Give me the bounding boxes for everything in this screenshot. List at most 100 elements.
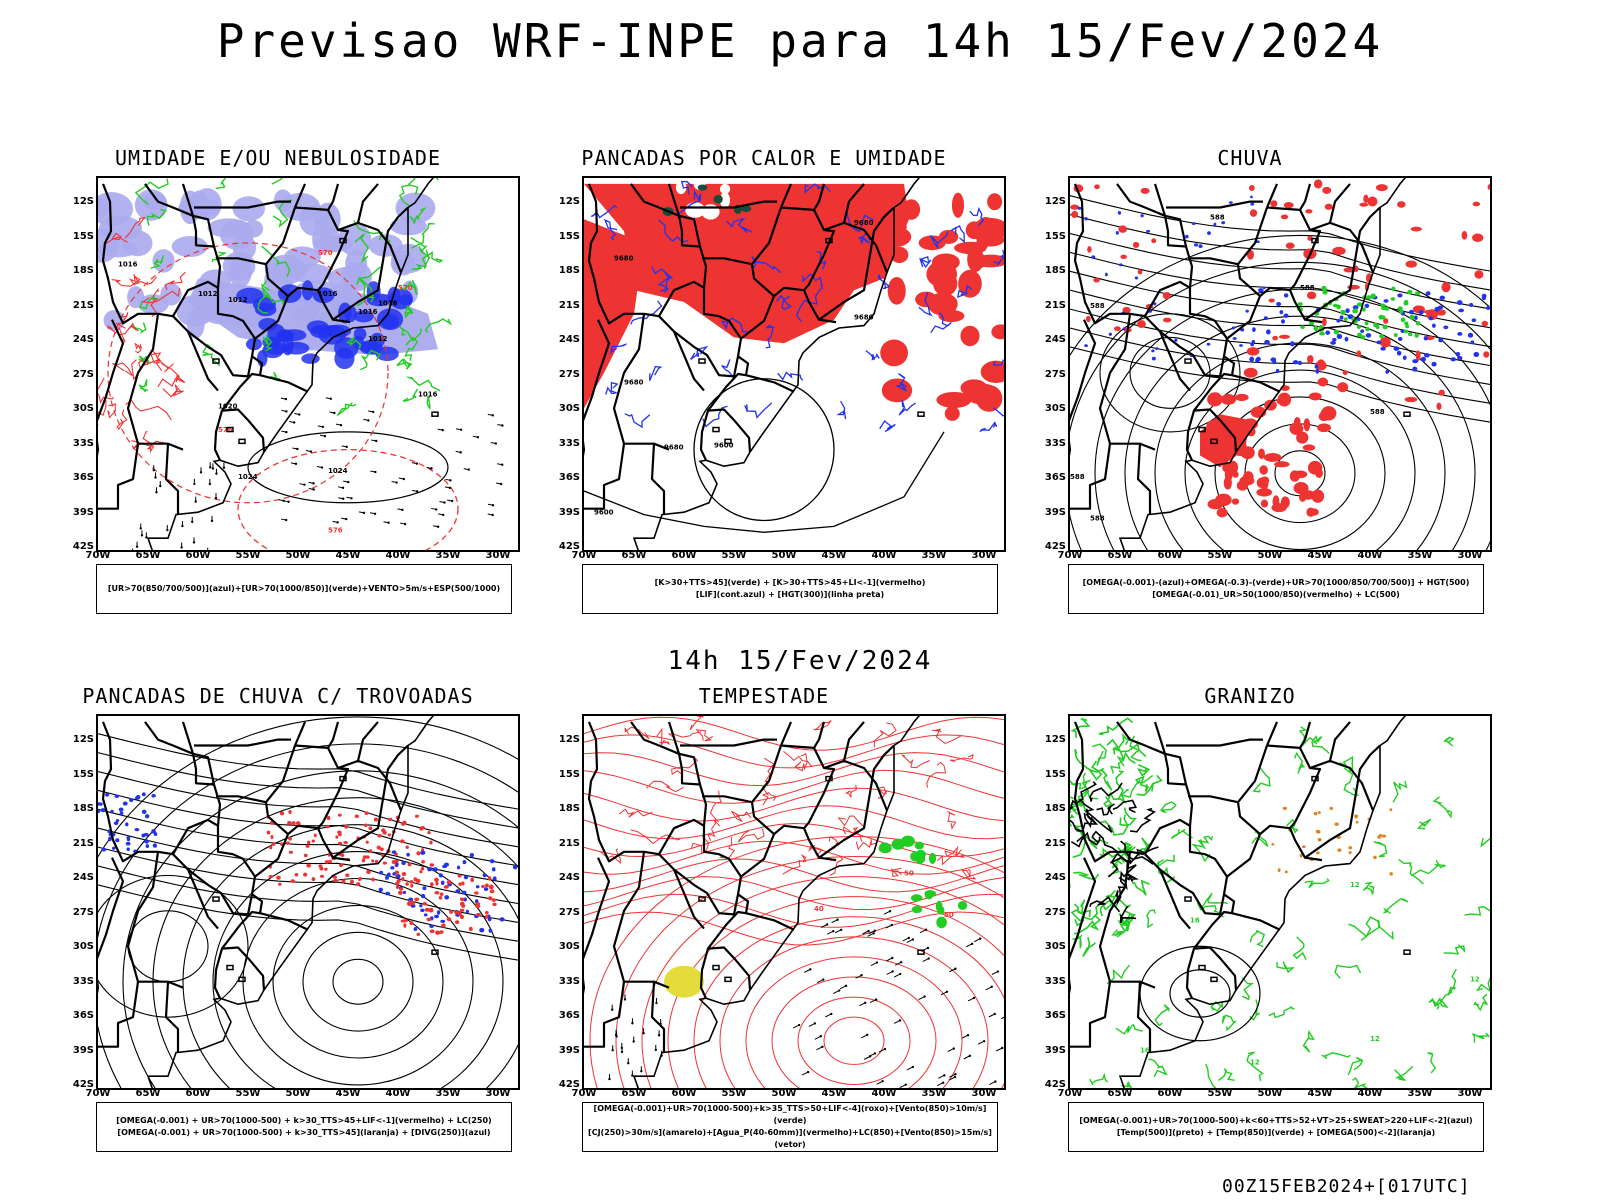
lon-tick-label: 55W — [235, 550, 261, 561]
panel-calor: PANCADAS POR CALOR E UMIDADE 9680 9680 9680… — [534, 146, 1006, 626]
panel-title: UMIDADE E/OU NEBULOSIDADE — [114, 146, 442, 170]
lat-tick-label: 39S — [558, 506, 580, 518]
lon-tick-label: 60W — [671, 1088, 697, 1099]
lat-tick-label: 12S — [558, 196, 580, 207]
lat-tick-label: 21S — [558, 299, 580, 311]
lon-tick-label: 40W — [1357, 550, 1383, 561]
lon-tick-label: 40W — [1357, 1088, 1383, 1099]
lat-tick-label: 42S — [1044, 1079, 1066, 1090]
forecast-map — [96, 714, 520, 1090]
lon-tick-label: 55W — [235, 1088, 261, 1099]
lat-tick-label: 15S — [1044, 768, 1066, 780]
lat-tick-label: 27S — [558, 368, 580, 380]
contour-label: 1012 — [198, 290, 218, 298]
lat-tick-label: 36S — [1044, 1010, 1066, 1021]
lat-tick-label: 36S — [558, 1010, 580, 1021]
lon-tick-label: 30W — [971, 1088, 997, 1099]
contour-label: 588 — [1070, 473, 1085, 481]
lat-tick-label: 18S — [558, 265, 580, 276]
page-title: Previsao WRF-INPE para 14h 15/Fev/2024 — [216, 14, 1384, 68]
contour-label: 588 — [1210, 213, 1225, 221]
contour-label: 588 — [1090, 302, 1105, 310]
contour-label: 50 — [944, 911, 954, 919]
lat-tick-label: 33S — [72, 975, 94, 987]
lat-tick-label: 39S — [1044, 1044, 1066, 1056]
forecast-map: 50 50 40 — [582, 714, 1006, 1090]
lon-tick-label: 35W — [435, 550, 461, 561]
lat-tick-label: 33S — [558, 975, 580, 987]
contour-label: 588 — [1370, 408, 1385, 416]
lat-tick-label: 33S — [558, 437, 580, 449]
legend-line: [OMEGA(-0.001)+UR>70(1000-500)+k<60+TTS>… — [1079, 1116, 1473, 1125]
lat-tick-label: 27S — [558, 906, 580, 918]
lat-tick-label: 42S — [558, 541, 580, 552]
lat-tick-label: 18S — [1044, 803, 1066, 814]
run-footer: 00Z15FEB2024+[017UTC] — [1222, 1176, 1471, 1197]
contour-label: 9680 — [624, 379, 644, 387]
panel-legend: [K>30+TTS>45](verde) + [K>30+TTS>45+LI<-… — [582, 564, 998, 614]
lat-tick-label: 21S — [72, 299, 94, 311]
panel-granizo: GRANIZO 12 16 12 12 16 12 12S 15S 18S 21S 24S 27S 30S… — [1020, 684, 1492, 1164]
contour-label: 588 — [1090, 514, 1105, 522]
lat-tick-label: 21S — [558, 837, 580, 849]
forecast-map: 9680 9680 9680 9680 9600 9600 9680 — [582, 176, 1006, 552]
contour-label: 1024 — [328, 467, 348, 475]
lat-tick-label: 12S — [1044, 196, 1066, 207]
lat-tick-label: 21S — [1044, 299, 1066, 311]
lon-tick-label: 40W — [385, 550, 411, 561]
lat-tick-label: 27S — [1044, 368, 1066, 380]
panel-title: PANCADAS DE CHUVA C/ TROVOADAS — [82, 684, 474, 708]
lat-tick-label: 15S — [558, 230, 580, 242]
lat-tick-label: 24S — [558, 334, 580, 345]
lat-tick-label: 39S — [1044, 506, 1066, 518]
contour-label: 12 — [1470, 976, 1480, 984]
forecast-map: 1016 1012 1012 1016 1016 1016 1012 1016 1020 1024… — [96, 176, 520, 552]
panel-legend: [OMEGA(-0.001)+UR>70(1000-500)+k>35_TTS>… — [582, 1102, 998, 1152]
lon-tick-label: 70W — [1057, 1088, 1083, 1099]
lat-tick-label: 12S — [558, 734, 580, 745]
lat-tick-label: 33S — [1044, 437, 1066, 449]
lon-tick-label: 55W — [721, 1088, 747, 1099]
lat-tick-label: 24S — [1044, 334, 1066, 345]
lat-tick-label: 15S — [72, 768, 94, 780]
legend-line: [Temp(500)](preto) + [Temp(850)](verde) … — [1116, 1128, 1436, 1137]
lon-tick-label: 30W — [485, 550, 511, 561]
contour-label: 1016 — [378, 300, 398, 308]
lat-tick-label: 33S — [1044, 975, 1066, 987]
lat-tick-label: 24S — [558, 872, 580, 883]
panel-title: CHUVA — [1217, 146, 1283, 170]
panel-title: PANCADAS POR CALOR E UMIDADE — [581, 146, 947, 170]
contour-label: 576 — [328, 526, 343, 534]
lon-tick-label: 45W — [821, 550, 847, 561]
lon-tick-label: 50W — [285, 550, 311, 561]
contour-label: 1012 — [368, 335, 388, 343]
lat-tick-label: 30S — [72, 941, 94, 952]
contour-label: 12 — [1250, 1058, 1260, 1066]
contour-label: 9680 — [854, 219, 874, 227]
lon-tick-label: 35W — [1407, 1088, 1433, 1099]
contour-label: 576 — [218, 426, 233, 434]
row-timestamp: 14h 15/Fev/2024 — [667, 646, 933, 676]
panel-trovoadas: PANCADAS DE CHUVA C/ TROVOADAS 12S 15S 18S 2… — [48, 684, 520, 1164]
panel-legend: [OMEGA(-0.001)+UR>70(1000-500)+k<60+TTS>… — [1068, 1102, 1484, 1152]
lon-tick-label: 45W — [821, 1088, 847, 1099]
lon-tick-label: 65W — [621, 1088, 647, 1099]
legend-line: [OMEGA(-0.001)+UR>70(1000-500)+k>35_TTS>… — [593, 1104, 987, 1125]
lon-tick-label: 35W — [921, 1088, 947, 1099]
lat-tick-label: 21S — [1044, 837, 1066, 849]
lon-tick-label: 40W — [871, 550, 897, 561]
contour-label: 9680 — [664, 444, 684, 452]
lat-tick-label: 30S — [558, 403, 580, 414]
lat-tick-label: 42S — [72, 541, 94, 552]
lat-tick-label: 30S — [1044, 941, 1066, 952]
lat-tick-label: 39S — [72, 506, 94, 518]
lat-tick-label: 15S — [1044, 230, 1066, 242]
panel-legend: [UR>70(850/700/500)](azul)+[UR>70(1000/8… — [96, 564, 512, 614]
lat-tick-label: 36S — [558, 472, 580, 483]
contour-label: 1016 — [118, 261, 138, 269]
contour-label: 9600 — [714, 441, 734, 449]
contour-label: 50 — [904, 869, 914, 877]
lon-tick-label: 60W — [185, 550, 211, 561]
lon-tick-label: 50W — [771, 1088, 797, 1099]
contour-label: 570 — [318, 249, 333, 257]
